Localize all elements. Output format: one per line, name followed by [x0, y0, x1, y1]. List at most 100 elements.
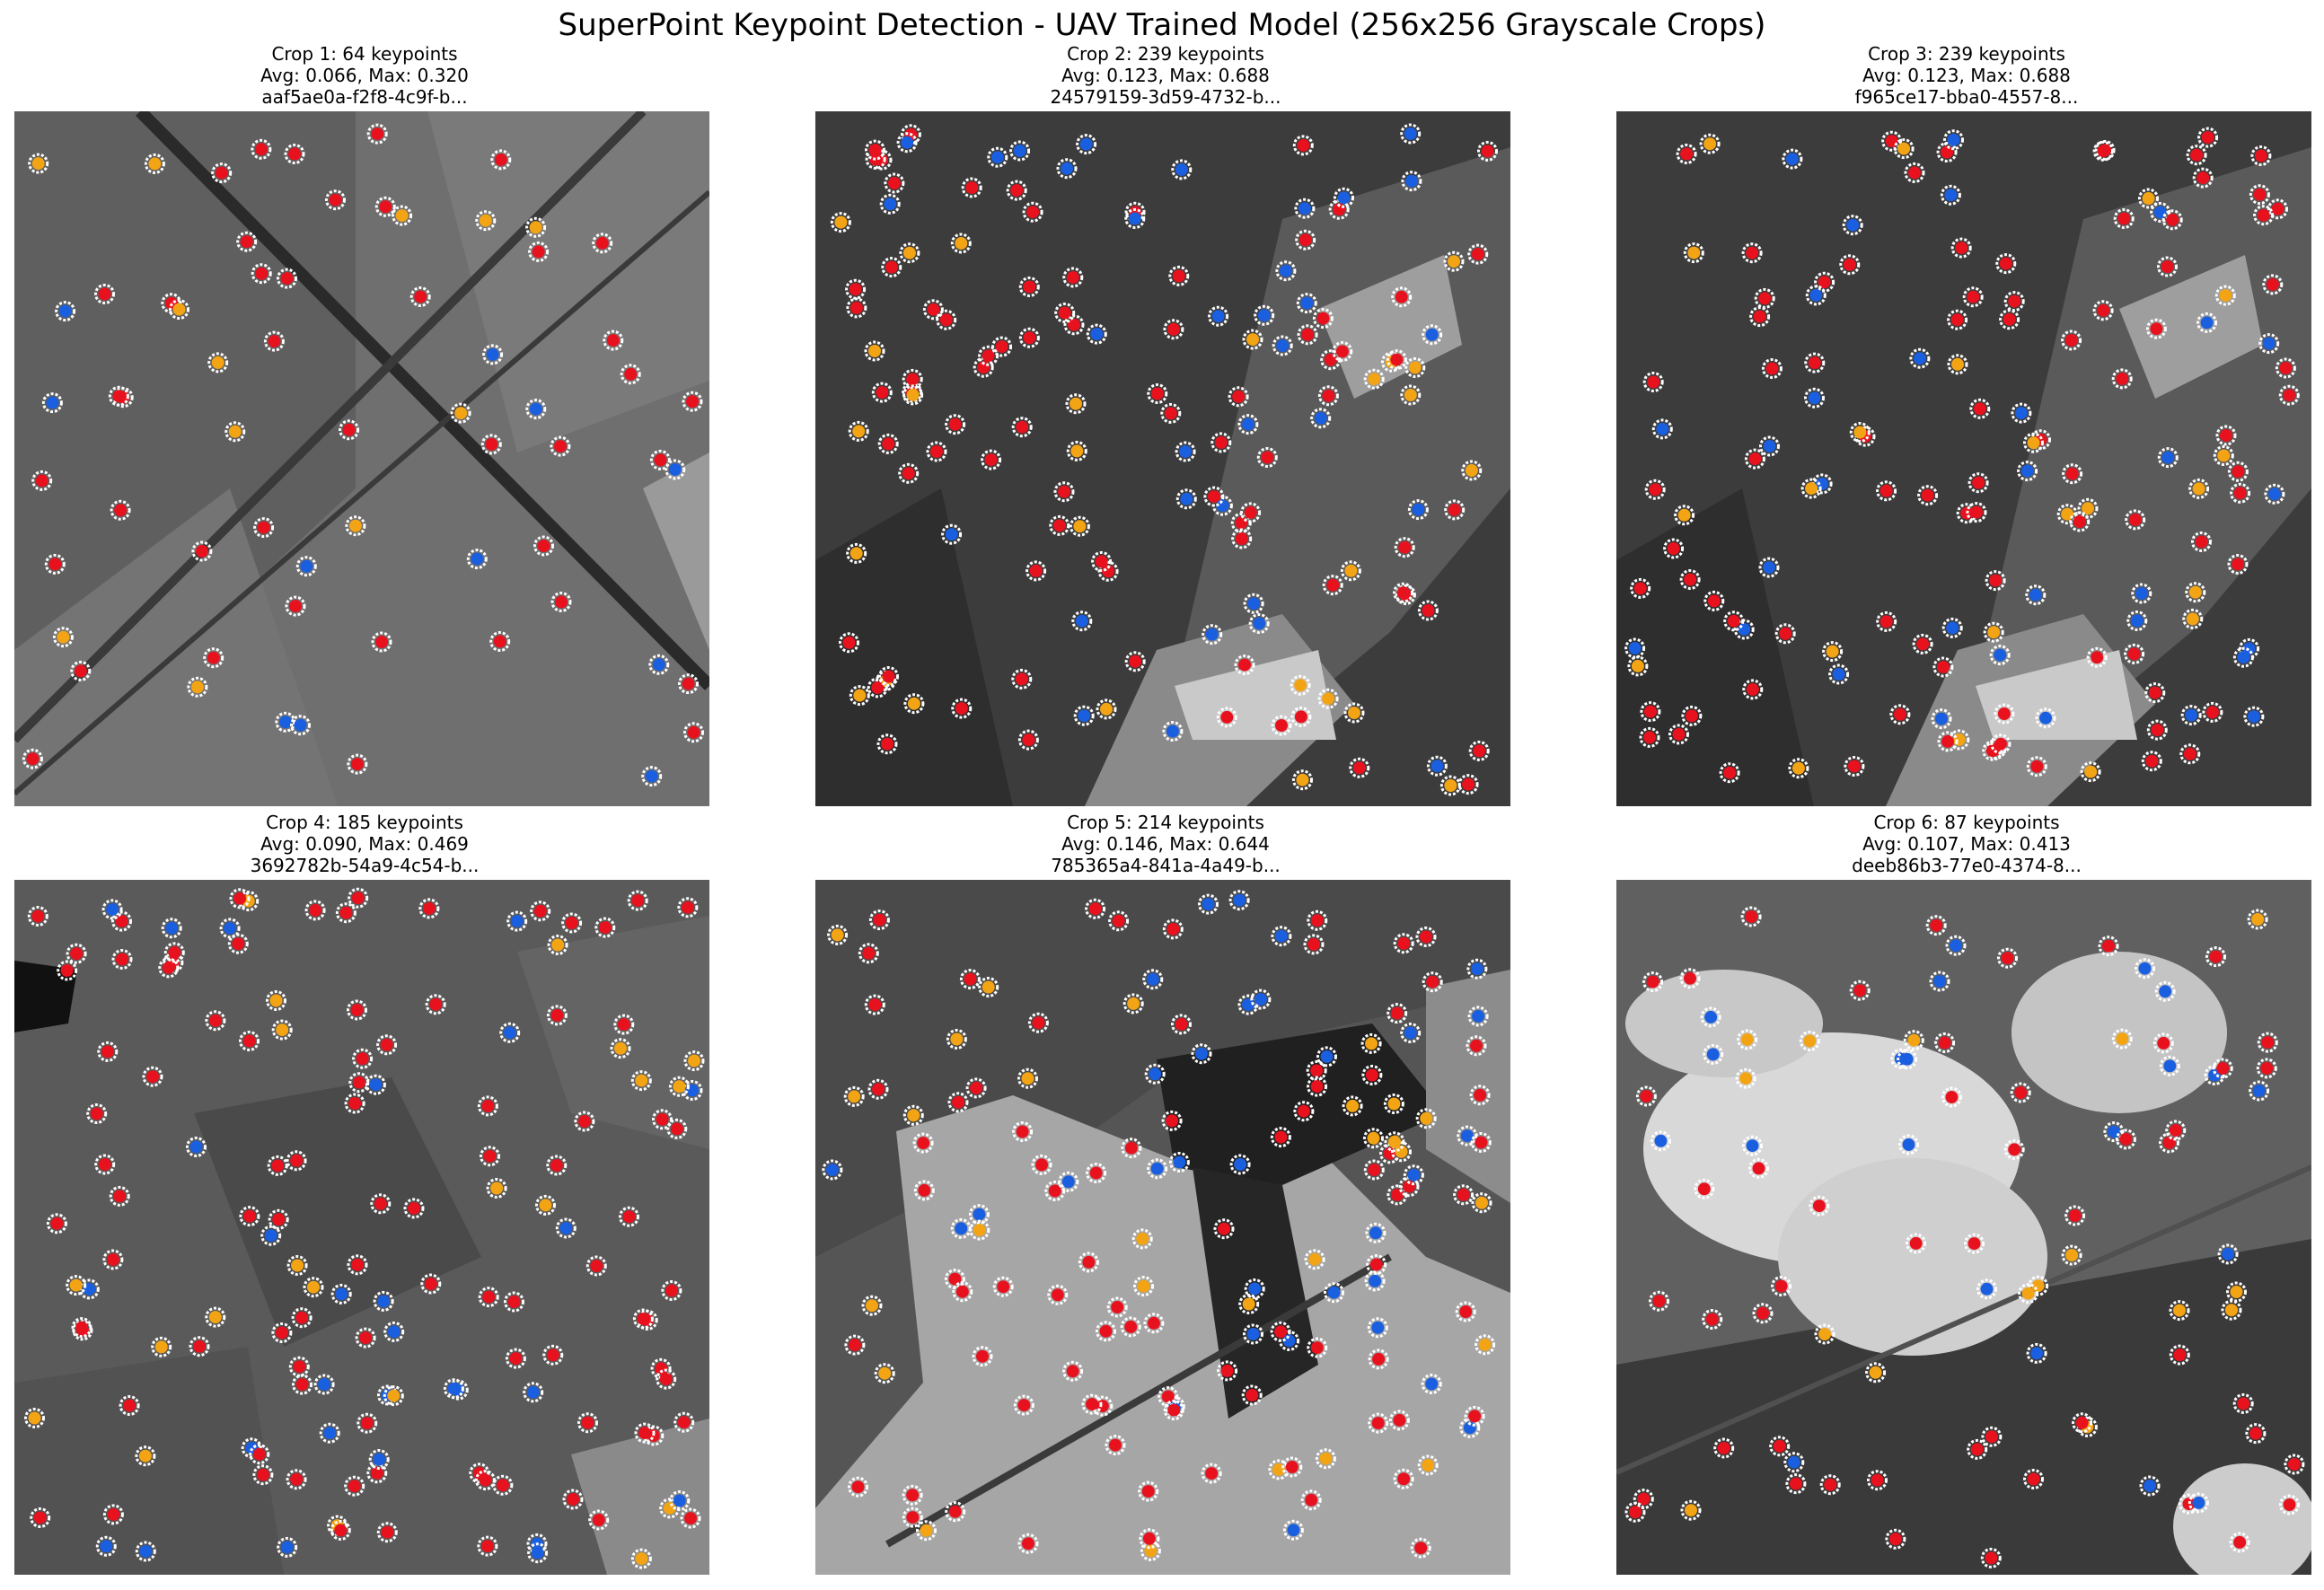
- keypoint-ring: [1256, 447, 1278, 468]
- keypoint-ring: [102, 1504, 124, 1525]
- keypoint-marker: [1705, 1313, 1719, 1326]
- keypoint-ring: [119, 1395, 140, 1416]
- keypoint-ring: [1455, 1301, 1476, 1322]
- keypoint-marker: [887, 177, 901, 189]
- keypoint-ring: [959, 969, 981, 990]
- keypoint-ring: [1031, 1154, 1052, 1175]
- keypoint-ring: [1980, 1547, 2002, 1568]
- keypoint-marker: [510, 915, 524, 928]
- keypoint-marker: [2082, 502, 2094, 515]
- keypoint-ring: [251, 138, 272, 160]
- keypoint-marker: [207, 651, 220, 664]
- keypoint-marker: [1287, 1524, 1300, 1537]
- keypoint-ring: [1640, 701, 1661, 723]
- keypoint-ring: [1400, 123, 1422, 145]
- keypoint-marker: [1637, 1492, 1651, 1506]
- keypoint-marker: [1631, 659, 1644, 672]
- keypoint-ring: [1049, 514, 1070, 536]
- keypoint-ring: [1733, 619, 1755, 640]
- keypoint-ring: [187, 676, 208, 698]
- keypoint-ring: [827, 924, 849, 945]
- keypoint-marker: [2251, 913, 2265, 926]
- keypoint-marker: [1987, 626, 2001, 639]
- keypoint-marker: [948, 417, 962, 431]
- keypoint-marker: [275, 1326, 288, 1340]
- keypoint-marker: [2185, 708, 2198, 722]
- keypoint-marker: [2192, 1496, 2205, 1509]
- keypoint-ring: [661, 1280, 682, 1301]
- keypoint-ring: [94, 1154, 116, 1175]
- keypoint-ring: [1644, 479, 1666, 500]
- keypoint-ring: [348, 887, 369, 909]
- keypoint-ring: [1147, 1158, 1168, 1180]
- keypoint-ring: [1201, 1463, 1222, 1484]
- keypoint-ring: [1334, 187, 1354, 208]
- keypoint-marker: [1337, 191, 1351, 205]
- keypoint-marker: [1308, 1252, 1322, 1266]
- keypoint-ring: [1216, 707, 1237, 728]
- keypoint-ring: [1310, 408, 1332, 429]
- keypoint-ring: [1422, 324, 1443, 346]
- keypoint-marker: [1916, 637, 1930, 651]
- crop-2-title-line1: Crop 2: 239 keypoints: [1067, 43, 1264, 65]
- crop-4-title-line1: Crop 4: 185 keypoints: [266, 812, 463, 833]
- keypoint-marker: [1314, 411, 1327, 425]
- keypoint-marker: [852, 425, 866, 438]
- keypoint-ring: [303, 1277, 324, 1298]
- keypoint-ring: [1027, 1012, 1049, 1033]
- keypoint-ring: [1934, 1032, 1956, 1053]
- keypoint-ring: [1078, 1252, 1099, 1273]
- keypoint-ring: [1898, 1134, 1919, 1155]
- keypoint-ring: [1011, 417, 1033, 438]
- keypoint-marker: [1061, 162, 1073, 175]
- keypoint-marker: [878, 1366, 892, 1380]
- keypoint-marker: [359, 1331, 373, 1345]
- keypoint-ring: [1056, 158, 1078, 180]
- keypoint-marker: [1369, 1226, 1382, 1240]
- keypoint-ring: [846, 297, 867, 319]
- keypoint-ring: [913, 1180, 935, 1201]
- keypoint-marker: [1048, 1184, 1061, 1198]
- keypoint-marker: [1136, 1232, 1149, 1245]
- keypoint-ring: [902, 1507, 923, 1528]
- keypoint-marker: [1746, 1139, 1759, 1153]
- keypoint-ring: [1674, 505, 1695, 526]
- keypoint-ring: [1962, 286, 1984, 308]
- keypoint-ring: [902, 368, 923, 390]
- keypoint-marker: [1422, 1459, 1435, 1471]
- keypoint-marker: [1448, 255, 1460, 268]
- keypoint-ring: [1017, 729, 1039, 751]
- keypoint-marker: [948, 1272, 962, 1286]
- keypoint-ring: [1086, 1163, 1107, 1183]
- keypoint-marker: [1808, 391, 1821, 405]
- keypoint-ring: [678, 673, 699, 695]
- keypoint-marker: [955, 702, 968, 716]
- keypoint-ring: [1410, 1537, 1431, 1559]
- keypoint-ring: [2125, 509, 2146, 531]
- keypoint-ring: [1391, 286, 1413, 308]
- keypoint-marker: [1075, 614, 1088, 628]
- keypoint-ring: [1272, 335, 1293, 356]
- keypoint-ring: [680, 1507, 701, 1529]
- keypoint-ring: [1018, 277, 1040, 297]
- keypoint-ring: [1058, 1171, 1079, 1192]
- keypoint-marker: [681, 900, 694, 914]
- keypoint-marker: [2027, 1472, 2040, 1486]
- keypoint-ring: [561, 912, 583, 934]
- keypoint-marker: [1951, 357, 1964, 371]
- keypoint-ring: [2227, 461, 2249, 482]
- crop-1-title: Crop 1: 64 keypoints Avg: 0.066, Max: 0.…: [14, 43, 715, 108]
- keypoint-ring: [1142, 969, 1164, 990]
- crop-3-image: [1616, 111, 2311, 806]
- keypoint-marker: [1244, 505, 1257, 519]
- keypoint-ring: [1950, 237, 1972, 259]
- keypoint-marker: [1765, 362, 1779, 375]
- keypoint-ring: [1368, 1348, 1389, 1370]
- keypoint-marker: [139, 1545, 153, 1558]
- keypoint-ring: [348, 1072, 370, 1094]
- keypoint-marker: [1470, 1039, 1483, 1052]
- keypoint-ring: [902, 1484, 923, 1506]
- keypoint-marker: [684, 1512, 697, 1525]
- keypoint-ring: [1945, 935, 1967, 956]
- keypoint-ring: [648, 654, 670, 675]
